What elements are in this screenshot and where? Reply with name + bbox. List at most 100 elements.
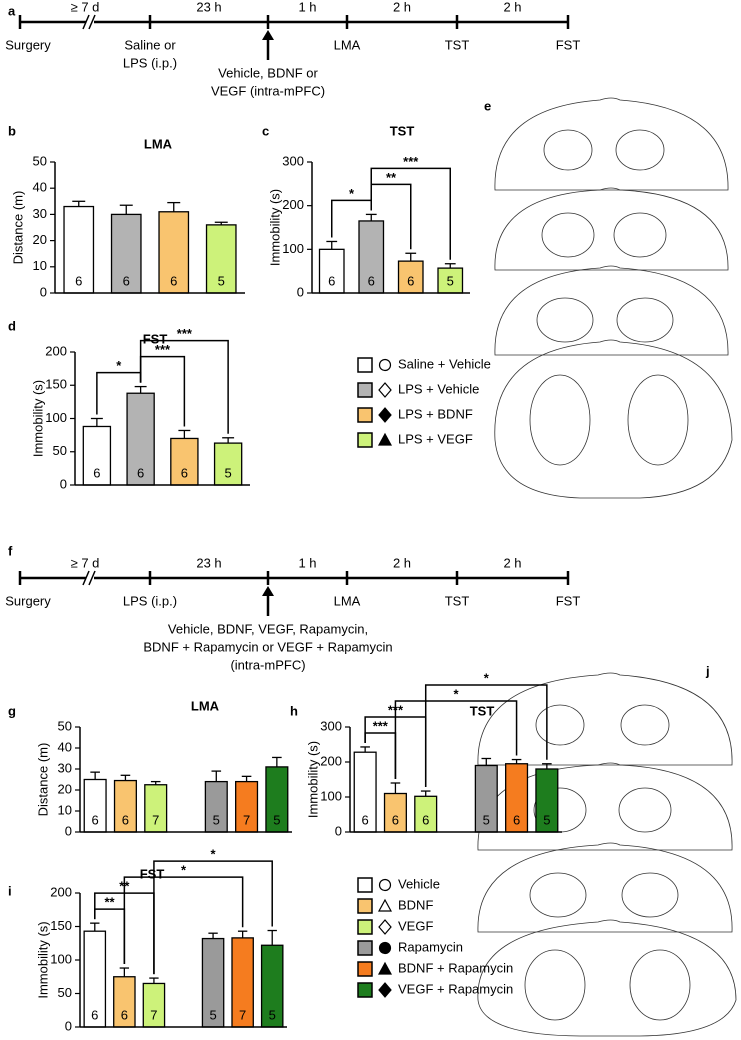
significance-label: ** bbox=[105, 895, 116, 910]
y-tick-label: 0 bbox=[65, 823, 72, 838]
axis-break-mark bbox=[82, 14, 90, 30]
legend-swatch bbox=[357, 357, 373, 373]
significance-bracket bbox=[424, 684, 548, 788]
n-label: 5 bbox=[218, 273, 225, 288]
legend-label: BDNF bbox=[398, 897, 433, 912]
n-label: 6 bbox=[137, 465, 144, 480]
significance-label: *** bbox=[177, 326, 193, 341]
legend-label: LPS + VEGF bbox=[398, 431, 473, 446]
n-label: 6 bbox=[362, 812, 369, 827]
y-tick-label: 200 bbox=[45, 343, 67, 358]
y-tick-label: 50 bbox=[33, 153, 47, 168]
axis-break bbox=[86, 570, 94, 586]
legend-marker bbox=[378, 382, 392, 398]
significance-label: * bbox=[484, 670, 490, 685]
legend-marker bbox=[378, 919, 392, 935]
n-label: 6 bbox=[123, 273, 130, 288]
legend-marker bbox=[377, 432, 393, 446]
y-axis-label: Distance (m) bbox=[10, 191, 25, 265]
significance-bracket bbox=[139, 339, 229, 434]
interval-label: 2 h bbox=[393, 555, 411, 570]
legend-label: LPS + BDNF bbox=[398, 406, 473, 421]
panel-letter: g bbox=[8, 703, 16, 718]
event-label: FST bbox=[556, 37, 581, 52]
n-label: 6 bbox=[121, 1007, 128, 1022]
axis-break bbox=[86, 14, 94, 30]
chart-title: LMA bbox=[144, 136, 173, 151]
legend-label: VEGF bbox=[398, 918, 433, 933]
y-tick-label: 100 bbox=[45, 410, 67, 425]
legend-label: VEGF + Rapamycin bbox=[398, 981, 513, 996]
injection-label: VEGF (intra-mPFC) bbox=[211, 83, 325, 98]
interval-label: 23 h bbox=[196, 0, 221, 14]
interval-label: 23 h bbox=[196, 555, 221, 570]
bar bbox=[110, 213, 142, 294]
interval-label: 2 h bbox=[393, 0, 411, 14]
panel-letter: c bbox=[262, 123, 269, 138]
interval-label: 1 h bbox=[298, 555, 316, 570]
legend-marker bbox=[378, 941, 392, 955]
y-tick-label: 150 bbox=[50, 918, 72, 933]
n-label: 6 bbox=[328, 273, 335, 288]
panel-letter: a bbox=[8, 3, 16, 18]
n-label: 5 bbox=[269, 1007, 276, 1022]
event-label: TST bbox=[445, 593, 470, 608]
legend-marker bbox=[378, 358, 392, 372]
injection-label: Vehicle, BDNF or bbox=[218, 65, 318, 80]
bar bbox=[170, 437, 199, 486]
event-label: LPS (i.p.) bbox=[123, 593, 177, 608]
y-tick-label: 20 bbox=[33, 232, 47, 247]
n-label: 5 bbox=[483, 812, 490, 827]
y-tick-label: 30 bbox=[33, 206, 47, 221]
panel-letter: i bbox=[8, 883, 12, 898]
y-tick-label: 30 bbox=[58, 760, 72, 775]
interval-label: 2 h bbox=[503, 0, 521, 14]
legend-swatch bbox=[357, 877, 373, 893]
y-tick-label: 0 bbox=[297, 284, 304, 299]
n-label: 5 bbox=[209, 1007, 216, 1022]
injection-label: Vehicle, BDNF, VEGF, Rapamycin, bbox=[168, 621, 368, 636]
injection-arrowhead bbox=[262, 30, 274, 40]
y-tick-label: 300 bbox=[282, 153, 304, 168]
n-label: 6 bbox=[368, 273, 375, 288]
significance-label: *** bbox=[373, 718, 389, 733]
y-tick-label: 10 bbox=[33, 258, 47, 273]
y-tick-label: 100 bbox=[320, 788, 342, 803]
n-label: 6 bbox=[422, 812, 429, 827]
panel-letter: d bbox=[8, 318, 16, 333]
brain-sections-e bbox=[494, 97, 733, 499]
event-label: Saline or bbox=[124, 37, 176, 52]
y-tick-label: 50 bbox=[58, 718, 72, 733]
n-label: 5 bbox=[225, 465, 232, 480]
n-label: 7 bbox=[243, 812, 250, 827]
panel-letter: e bbox=[484, 98, 491, 113]
y-axis-label: Immobility (s) bbox=[30, 380, 45, 457]
y-tick-label: 300 bbox=[320, 718, 342, 733]
y-tick-label: 0 bbox=[40, 284, 47, 299]
n-label: 6 bbox=[170, 273, 177, 288]
panel-letter: b bbox=[8, 123, 16, 138]
legend-swatch bbox=[357, 961, 373, 977]
bar bbox=[158, 211, 190, 294]
y-tick-label: 200 bbox=[282, 197, 304, 212]
legend-swatch bbox=[357, 940, 373, 956]
y-tick-label: 20 bbox=[58, 781, 72, 796]
panel-letter: f bbox=[8, 543, 13, 558]
legend-label: Saline + Vehicle bbox=[398, 356, 491, 371]
n-label: 6 bbox=[91, 1007, 98, 1022]
significance-label: * bbox=[349, 186, 355, 201]
legend-swatch bbox=[357, 382, 373, 398]
legend-marker bbox=[377, 898, 393, 912]
interval-label: 1 h bbox=[298, 0, 316, 14]
n-label: 6 bbox=[92, 812, 99, 827]
axis-break-mark bbox=[82, 570, 90, 586]
significance-label: *** bbox=[403, 154, 419, 169]
panel-letter: j bbox=[705, 663, 710, 678]
y-tick-label: 100 bbox=[50, 951, 72, 966]
interval-label: ≥ 7 d bbox=[71, 0, 100, 14]
n-label: 6 bbox=[181, 465, 188, 480]
n-label: 6 bbox=[75, 273, 82, 288]
significance-bracket bbox=[123, 876, 244, 965]
